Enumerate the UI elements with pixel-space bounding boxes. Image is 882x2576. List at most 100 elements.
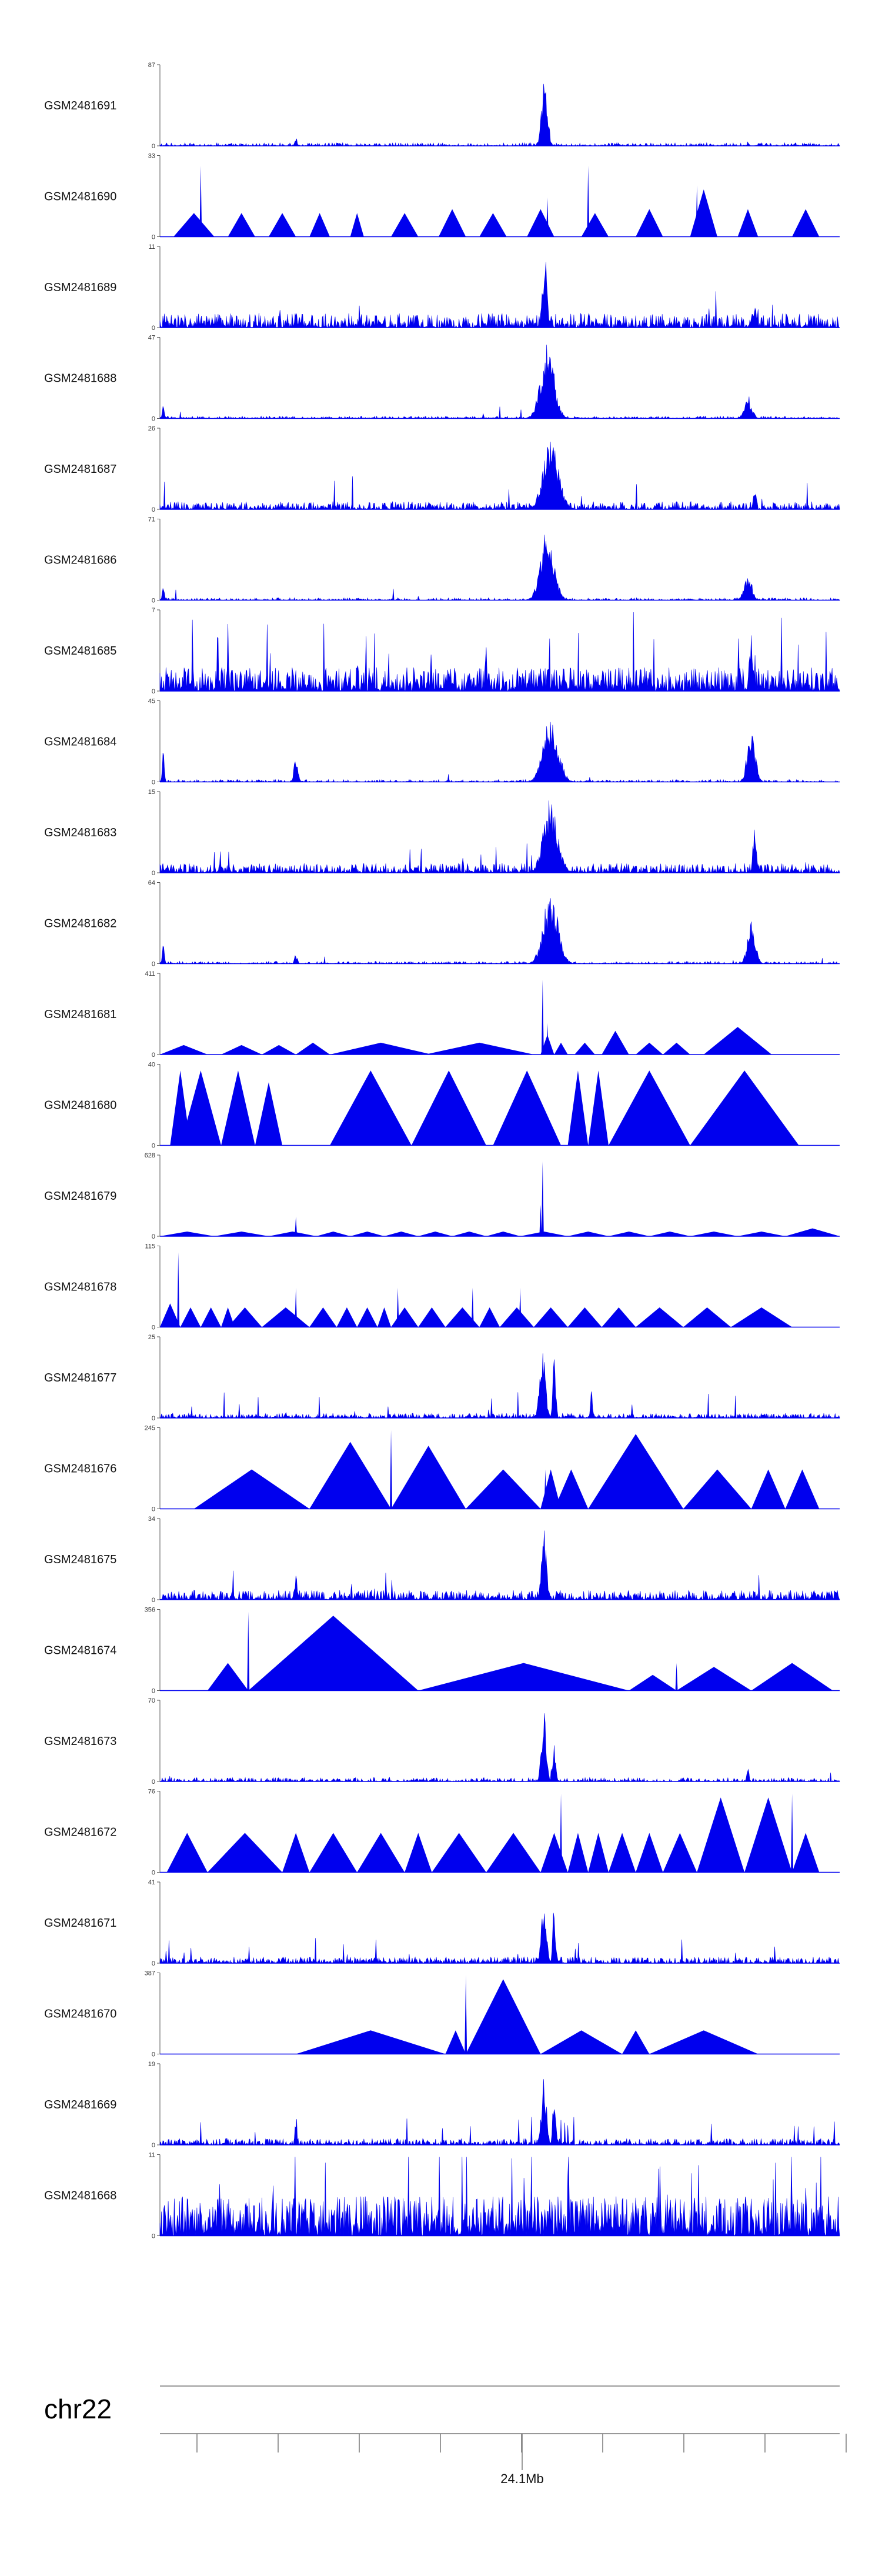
track-GSM2481682: GSM2481682 64 0 [44,880,840,968]
signal-triangle [350,1231,385,1236]
y-max-label: 87 [148,62,155,69]
signal-triangle [296,2030,446,2054]
y-min-label: 0 [152,416,155,423]
signal-spike [295,1216,298,1236]
track-GSM2481680: GSM2481680 40 0 [44,1062,840,1150]
signal-triangle [588,1833,609,1873]
signal-triangle [785,1228,840,1236]
signal-triangle [683,1307,731,1327]
track-GSM2481669: GSM2481669 19 0 [44,2061,840,2149]
track-label: GSM2481672 [44,1826,116,1839]
y-min-label: 0 [152,1960,155,1967]
signal-triangle [160,1231,215,1236]
track-label: GSM2481676 [44,1463,116,1476]
signal-triangle [500,1307,534,1327]
y-min-label: 0 [152,1052,155,1059]
signal-spike [471,1287,474,1327]
signal-triangle [330,1070,412,1146]
track-GSM2481686: GSM2481686 71 0 [44,516,840,605]
signal-spike [541,1161,544,1236]
signal-triangle [316,1231,350,1236]
y-max-label: 33 [148,153,155,160]
track-label: GSM2481685 [44,645,116,658]
y-max-label: 41 [148,1879,155,1886]
signal-triangle [445,1307,480,1327]
coverage-area [159,1713,840,1783]
signal-triangle [166,1833,208,1873]
signal-triangle [567,1070,589,1146]
signal-triangle [567,1307,602,1327]
signal-triangle [160,1045,208,1055]
signal-triangle [636,1307,684,1327]
signal-spike [396,1287,399,1327]
y-min-label: 0 [152,506,155,513]
signal-triangle [262,1307,310,1327]
track-label: GSM2481671 [44,1917,116,1930]
y-min-label: 0 [152,961,155,968]
track-GSM2481678: GSM2481678 115 0 [44,1243,840,1332]
signal-triangle [180,1307,201,1327]
signal-triangle [744,1797,793,1873]
signal-triangle [384,1231,419,1236]
signal-triangle [737,1231,786,1236]
signal-triangle [486,1833,541,1873]
track-stack: GSM2481691870GSM2481690330GSM2481689110G… [44,62,840,2240]
signal-triangle [533,1307,568,1327]
signal-triangle [690,1231,738,1236]
coverage-area [159,442,840,510]
signal-triangle [357,1307,377,1327]
signal-triangle [622,2030,650,2054]
signal-triangle [527,209,554,237]
signal-spike [544,1469,547,1509]
y-min-label: 0 [152,1506,155,1513]
track-GSM2481683: GSM2481683 15 0 [44,789,840,877]
track-label: GSM2481688 [44,372,116,385]
signal-triangle [636,1833,663,1873]
y-max-label: 70 [148,1697,155,1704]
signal-triangle [663,1042,690,1055]
signal-triangle [731,1307,793,1327]
y-min-label: 0 [152,143,155,150]
signal-triangle [479,1307,500,1327]
signal-triangle [479,213,507,237]
coverage-area [159,722,840,783]
coverage-area [159,2079,840,2146]
signal-triangle [268,213,296,237]
signal-triangle [309,1442,392,1509]
signal-spike [560,1793,563,1873]
signal-triangle [309,213,330,237]
y-max-label: 356 [145,1607,155,1614]
signal-triangle [296,1042,330,1055]
signal-triangle [309,1307,337,1327]
signal-triangle [466,1469,541,1509]
signal-triangle [602,1030,629,1055]
track-label: GSM2481679 [44,1190,116,1203]
coverage-area [159,1913,840,1964]
signal-triangle [690,189,717,237]
y-min-label: 0 [152,1233,155,1240]
track-GSM2481671: GSM2481671 41 0 [44,1879,840,1967]
y-min-label: 0 [152,1324,155,1332]
signal-spike [546,1023,549,1055]
signal-triangle [221,1307,235,1327]
chromosome-label: chr22 [44,2394,112,2424]
coverage-area [159,800,840,874]
y-max-label: 11 [149,2152,155,2159]
signal-spike [247,1611,250,1691]
track-label: GSM2481678 [44,1281,116,1294]
y-min-label: 0 [152,2142,155,2149]
track-label: GSM2481690 [44,191,116,203]
track-GSM2481673: GSM2481673 70 0 [44,1697,840,1786]
track-GSM2481670: GSM2481670 387 0 [44,1970,840,2058]
signal-triangle [588,1434,684,1509]
signal-spike [541,979,544,1055]
y-max-label: 45 [148,698,155,705]
signal-triangle [193,1469,310,1509]
signal-triangle [581,213,609,237]
y-min-label: 0 [152,1143,155,1150]
signal-triangle [282,1833,310,1873]
track-label: GSM2481691 [44,99,116,112]
signal-spike [696,185,699,237]
track-GSM2481676: GSM2481676 245 0 [44,1425,840,1513]
signal-triangle [588,1070,609,1146]
